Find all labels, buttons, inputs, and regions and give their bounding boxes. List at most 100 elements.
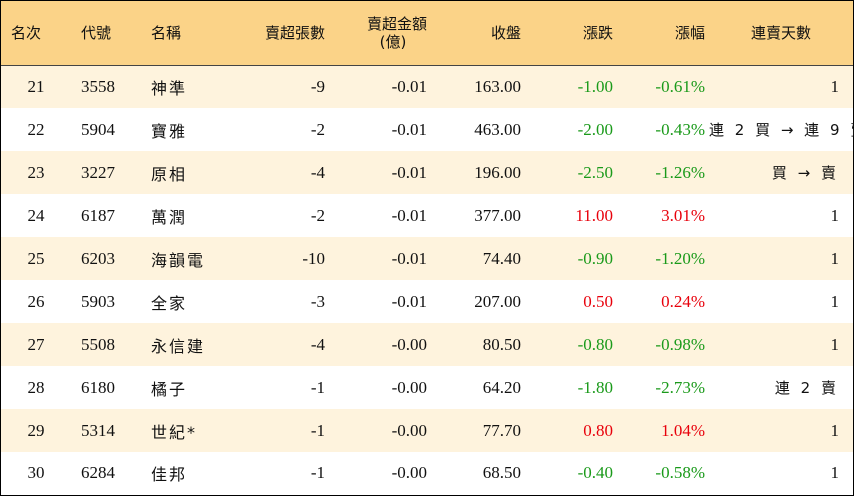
stock-name-cell: 世紀* [151, 422, 198, 442]
header-name: 名稱 [149, 1, 239, 66]
rank-cell: 21 [27, 76, 45, 96]
net-sell-volume-cell: -1 [310, 463, 325, 482]
consecutive-days-cell: 1 [830, 463, 840, 482]
rank-cell: 22 [27, 119, 45, 139]
net-sell-amount-cell: -0.01 [391, 248, 427, 268]
header-net-sell-amount-line1: 賣超金額 [366, 14, 427, 33]
code-cell: 5903 [81, 291, 115, 311]
code-cell: 5904 [81, 119, 115, 139]
net-sell-volume-cell: -2 [310, 205, 325, 225]
table-row: 30 6284 佳邦 -1 -0.00 68.50 -0.40 -0.58% 1 [1, 452, 853, 494]
net-sell-volume-cell: -2 [310, 119, 325, 139]
close-price-cell: 163.00 [474, 76, 521, 96]
change-cell: -0.40 [577, 463, 613, 482]
change-pct-cell: -0.58% [655, 463, 705, 482]
table-row: 24 6187 萬潤 -2 -0.01 377.00 11.00 3.01% 1 [1, 194, 853, 237]
header-net-sell-volume: 賣超張數 [239, 1, 329, 66]
close-price-cell: 463.00 [474, 119, 521, 139]
net-sell-volume-cell: -1 [310, 377, 325, 397]
stock-name-cell: 永信建 [151, 336, 206, 356]
rank-cell: 28 [27, 377, 45, 397]
change-pct-cell: 1.04% [661, 420, 705, 440]
rank-cell: 29 [27, 420, 45, 440]
header-change-pct: 漲幅 [617, 1, 709, 66]
header-net-sell-amount-unit: (億) [379, 32, 407, 51]
close-price-cell: 74.40 [482, 248, 521, 268]
consecutive-days-cell: 1 [830, 291, 840, 311]
table-row: 23 3227 原相 -4 -0.01 196.00 -2.50 -1.26% 買 → 賣 [1, 151, 853, 194]
stock-name-cell: 佳邦 [151, 465, 188, 484]
net-sell-amount-cell: -0.01 [391, 291, 427, 311]
rank-cell: 24 [27, 205, 45, 225]
change-cell: -1.00 [577, 76, 613, 96]
table-header-row: 名次 代號 名稱 賣超張數 賣超金額 (億) 收盤 漲跌 漲幅 連賣天數 [1, 1, 853, 66]
code-cell: 5508 [81, 334, 115, 354]
header-net-sell-amount: 賣超金額 (億) [329, 1, 431, 66]
consecutive-days-cell: 1 [830, 420, 840, 440]
consecutive-days-cell: 1 [830, 248, 840, 268]
net-sell-volume-cell: -10 [302, 248, 325, 268]
table-row: 26 5903 全家 -3 -0.01 207.00 0.50 0.24% 1 [1, 280, 853, 323]
table-row: 27 5508 永信建 -4 -0.00 80.50 -0.80 -0.98% 1 [1, 323, 853, 366]
net-sell-amount-cell: -0.00 [391, 463, 427, 482]
stock-name-cell: 寶雅 [151, 121, 188, 141]
change-pct-cell: -0.43% [655, 119, 705, 139]
code-cell: 5314 [81, 420, 115, 440]
code-cell: 6203 [81, 248, 115, 268]
consecutive-days-cell: 1 [830, 76, 840, 96]
change-cell: -0.90 [577, 248, 613, 268]
change-pct-cell: -1.20% [655, 248, 705, 268]
change-cell: -2.50 [577, 162, 613, 182]
net-sell-amount-cell: -0.01 [391, 162, 427, 182]
net-sell-amount-cell: -0.00 [391, 420, 427, 440]
consecutive-days-cell: 1 [830, 205, 840, 225]
consecutive-days-cell: 連 2 賣 [774, 379, 839, 397]
table-row: 25 6203 海韻電 -10 -0.01 74.40 -0.90 -1.20% 1 [1, 237, 853, 280]
change-cell: 0.50 [583, 291, 613, 311]
close-price-cell: 80.50 [482, 334, 521, 354]
change-pct-cell: 0.24% [661, 291, 705, 311]
net-sell-amount-cell: -0.01 [391, 119, 427, 139]
change-pct-cell: 3.01% [661, 205, 705, 225]
rank-cell: 27 [27, 334, 45, 354]
change-cell: -1.80 [577, 377, 613, 397]
rank-cell: 26 [27, 291, 45, 311]
consecutive-days-cell: 買 → 賣 [771, 164, 839, 182]
net-sell-amount-cell: -0.01 [391, 205, 427, 225]
code-cell: 6187 [81, 205, 115, 225]
net-sell-volume-cell: -4 [310, 162, 325, 182]
header-change: 漲跌 [525, 1, 617, 66]
net-sell-amount-cell: -0.01 [391, 76, 427, 96]
change-pct-cell: -0.98% [655, 334, 705, 354]
rank-cell: 30 [27, 463, 45, 482]
table-row: 28 6180 橘子 -1 -0.00 64.20 -1.80 -2.73% 連 2 賣 [1, 366, 853, 409]
close-price-cell: 377.00 [474, 205, 521, 225]
table-row: 22 5904 寶雅 -2 -0.01 463.00 -2.00 -0.43% 連 2 買 → … [1, 108, 854, 151]
close-price-cell: 64.20 [482, 377, 521, 397]
table-row: 21 3558 神準 -9 -0.01 163.00 -1.00 -0.61% 1 [1, 65, 853, 108]
net-sell-volume-cell: -1 [310, 420, 325, 440]
code-cell: 6284 [81, 463, 115, 482]
stock-name-cell: 橘子 [151, 379, 188, 399]
net-sell-volume-cell: -3 [310, 291, 325, 311]
stock-name-cell: 萬潤 [151, 207, 188, 227]
change-cell: 11.00 [575, 205, 613, 225]
consecutive-days-cell: 連 2 買 → 連 9 賣 [709, 121, 854, 139]
net-sell-amount-cell: -0.00 [391, 377, 427, 397]
change-pct-cell: -2.73% [655, 377, 705, 397]
net-sell-volume-cell: -9 [310, 76, 325, 96]
stock-name-cell: 神準 [151, 78, 188, 98]
change-cell: -0.80 [577, 334, 613, 354]
net-sell-volume-cell: -4 [310, 334, 325, 354]
code-cell: 3558 [81, 76, 115, 96]
close-price-cell: 207.00 [474, 291, 521, 311]
close-price-cell: 196.00 [474, 162, 521, 182]
stock-name-cell: 原相 [151, 164, 188, 184]
change-pct-cell: -1.26% [655, 162, 705, 182]
stock-name-cell: 海韻電 [151, 250, 206, 270]
header-consecutive-sell-days: 連賣天數 [709, 1, 853, 66]
header-code: 代號 [71, 1, 149, 66]
rank-cell: 23 [27, 162, 45, 182]
